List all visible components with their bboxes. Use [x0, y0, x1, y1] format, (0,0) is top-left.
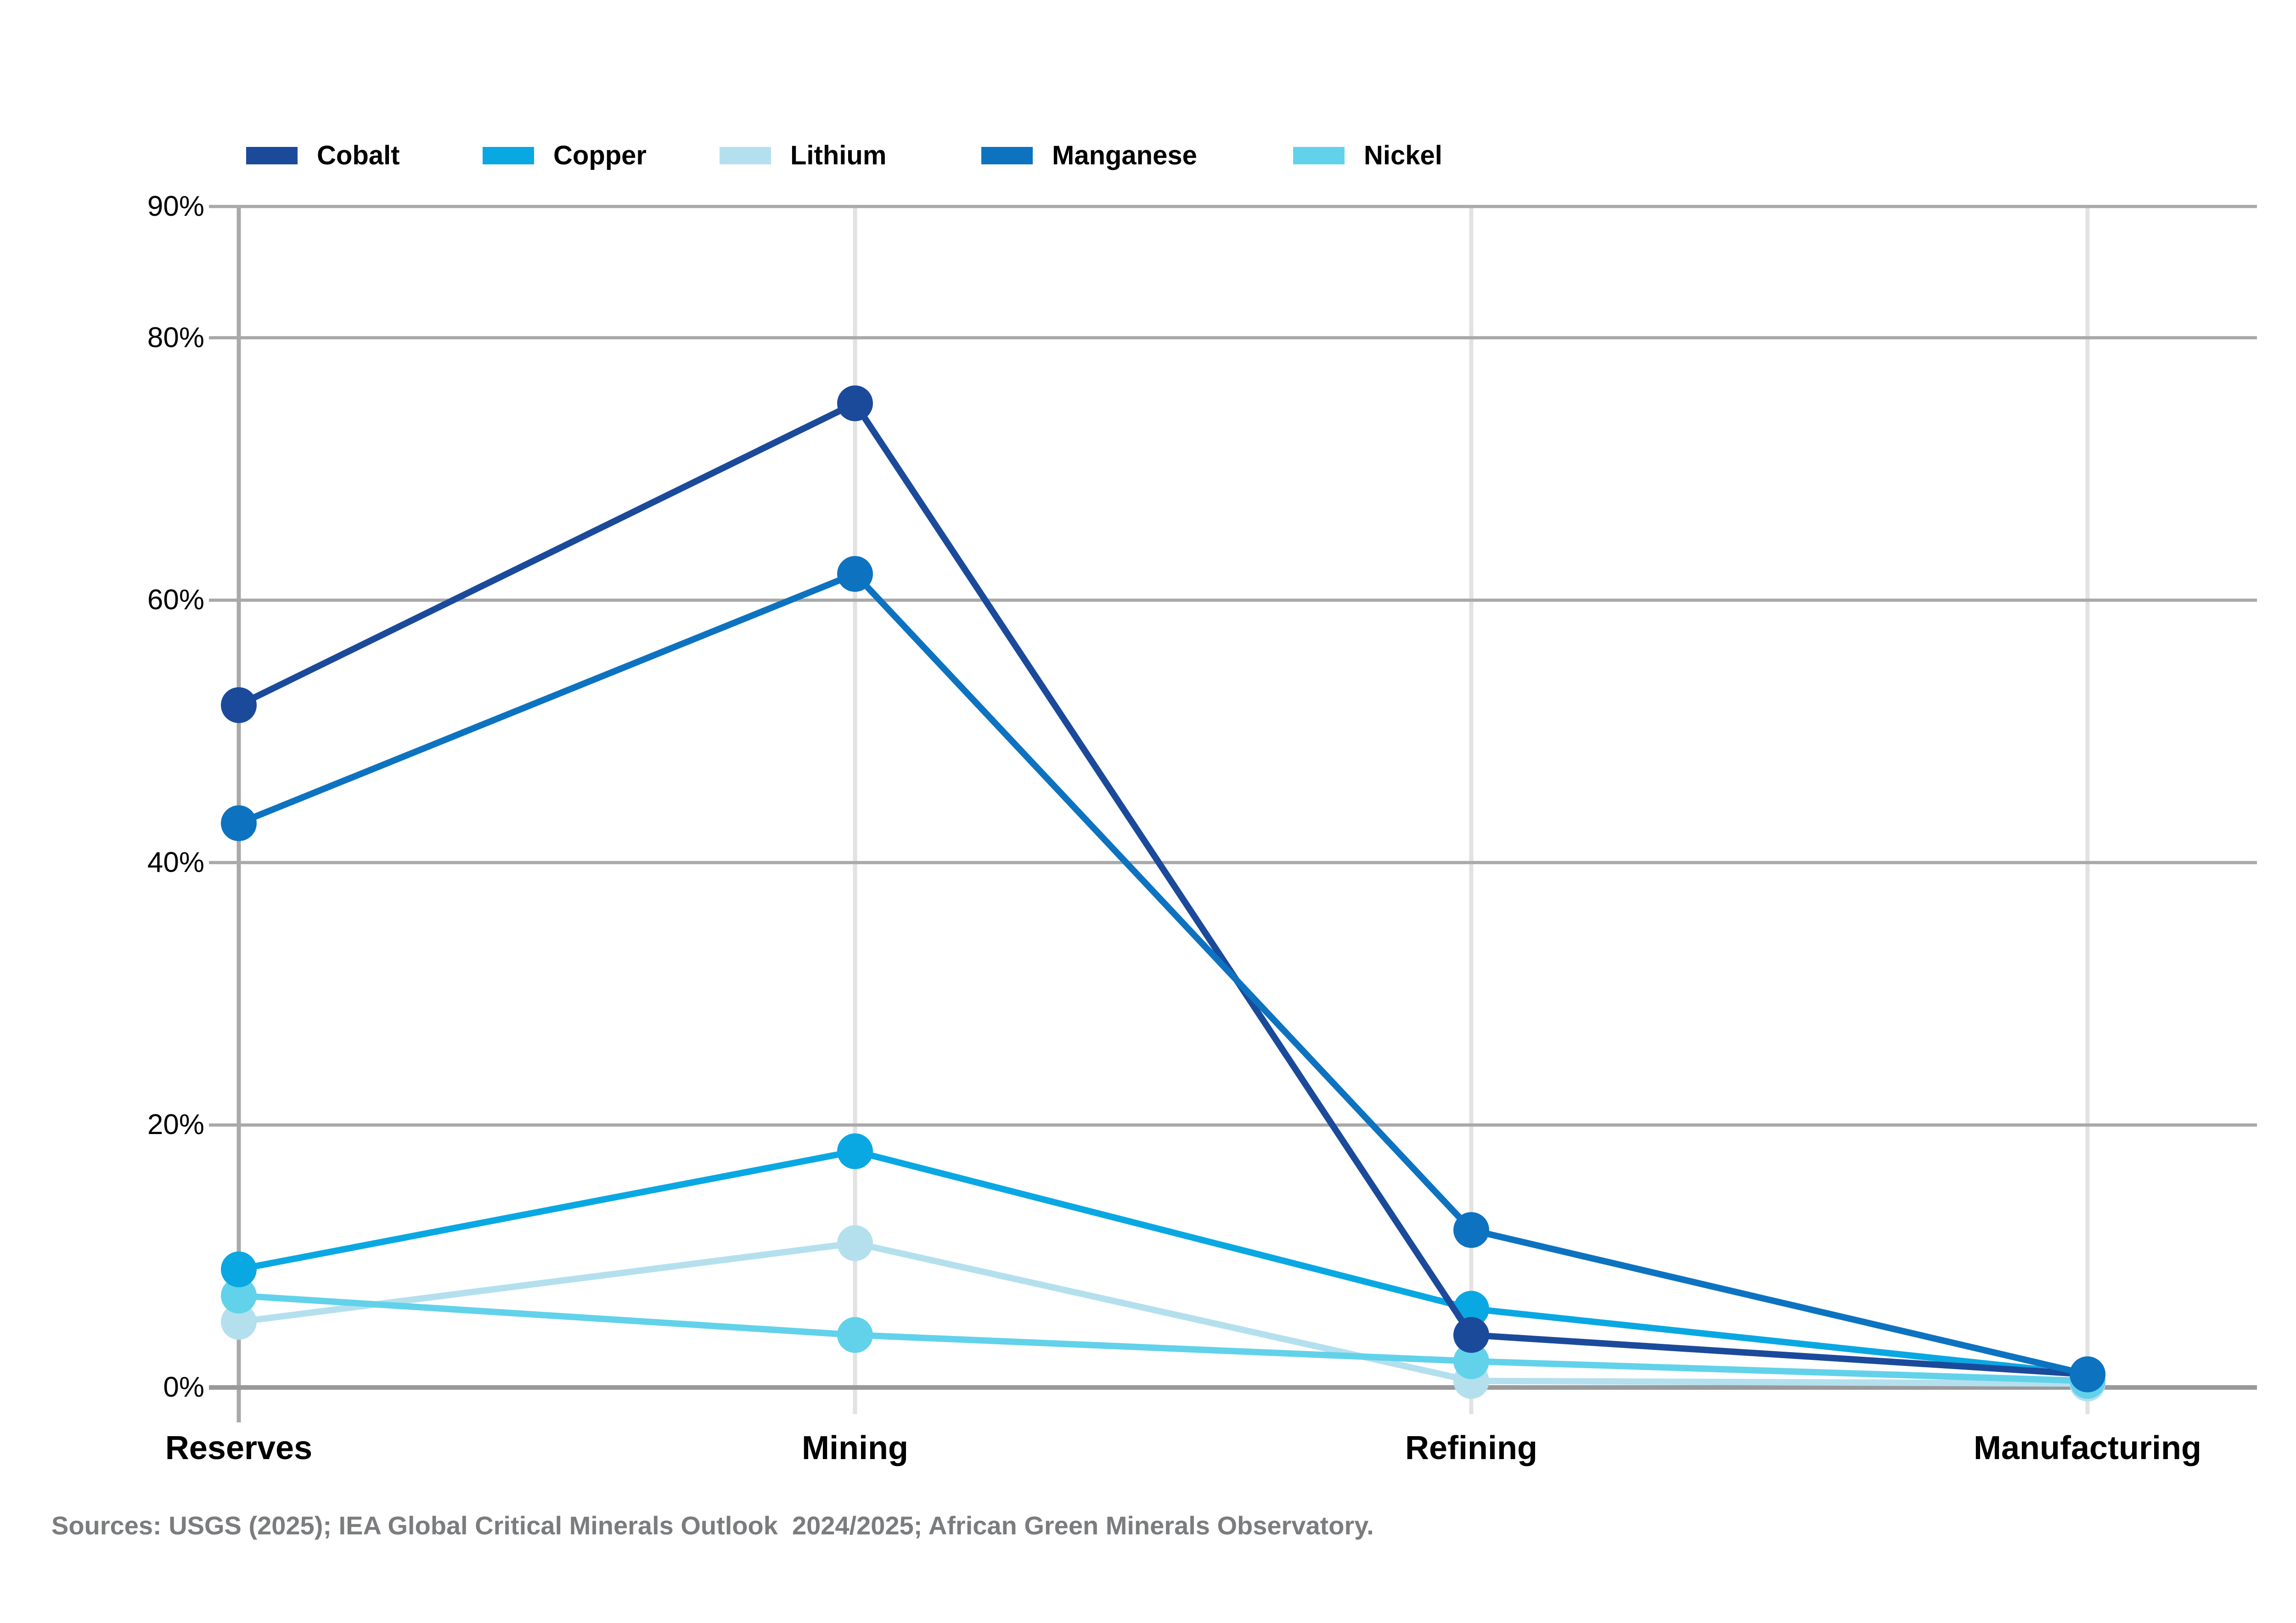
data-point-nickel-reserves [221, 1277, 257, 1314]
series-line-cobalt [237, 400, 2088, 1378]
data-point-cobalt-refining [1453, 1317, 1489, 1353]
legend-swatch-lithium [720, 147, 771, 164]
data-point-manganese-manufacturing [2070, 1356, 2105, 1393]
x-category-label-manufacturing: Manufacturing [1974, 1430, 2201, 1466]
series-line-manganese [237, 571, 2088, 1378]
legend-label: Copper [553, 140, 647, 170]
y-tick-label: 60% [147, 584, 204, 616]
legend-item-nickel: Nickel [1293, 142, 1442, 169]
data-point-manganese-mining [837, 556, 873, 592]
data-point-copper-reserves [221, 1251, 257, 1287]
y-tick-label: 80% [147, 321, 204, 354]
x-category-label-refining: Refining [1405, 1430, 1537, 1466]
data-point-manganese-reserves [221, 805, 257, 842]
legend-swatch-cobalt [246, 147, 298, 164]
legend-item-cobalt: Cobalt [246, 142, 400, 169]
legend-swatch-manganese [981, 147, 1033, 164]
legend-item-copper: Copper [483, 142, 647, 169]
legend-label: Lithium [790, 140, 887, 170]
legend-item-manganese: Manganese [981, 142, 1197, 169]
data-point-nickel-refining [1453, 1343, 1489, 1379]
series-line-lithium [238, 1240, 2088, 1387]
series-line-nickel [238, 1292, 2088, 1384]
y-tick-label: 0% [163, 1371, 204, 1403]
legend-item-lithium: Lithium [720, 142, 886, 169]
sources-note: Sources: USGS (2025); IEA Global Critica… [51, 1511, 1374, 1540]
legend-label: Nickel [1364, 140, 1442, 170]
data-point-copper-mining [837, 1133, 873, 1169]
chart-legend: Cobalt Copper Lithium Manganese Nickel [0, 0, 2296, 169]
x-category-label-reserves: Reserves [165, 1430, 313, 1466]
legend-label: Manganese [1052, 140, 1197, 170]
y-tick-label: 20% [147, 1109, 204, 1141]
data-point-lithium-reserves [221, 1304, 257, 1340]
data-point-cobalt-mining [837, 385, 873, 421]
data-point-manganese-refining [1453, 1212, 1489, 1248]
y-tick-label: 90% [147, 190, 204, 222]
data-point-nickel-mining [837, 1317, 873, 1353]
legend-label: Cobalt [317, 140, 400, 170]
data-point-lithium-mining [837, 1225, 873, 1261]
legend-swatch-nickel [1293, 147, 1345, 164]
x-category-label-mining: Mining [802, 1430, 908, 1466]
series-line-copper [238, 1148, 2088, 1378]
y-tick-label: 40% [147, 846, 204, 878]
data-point-cobalt-reserves [221, 687, 257, 723]
legend-swatch-copper [483, 147, 534, 164]
